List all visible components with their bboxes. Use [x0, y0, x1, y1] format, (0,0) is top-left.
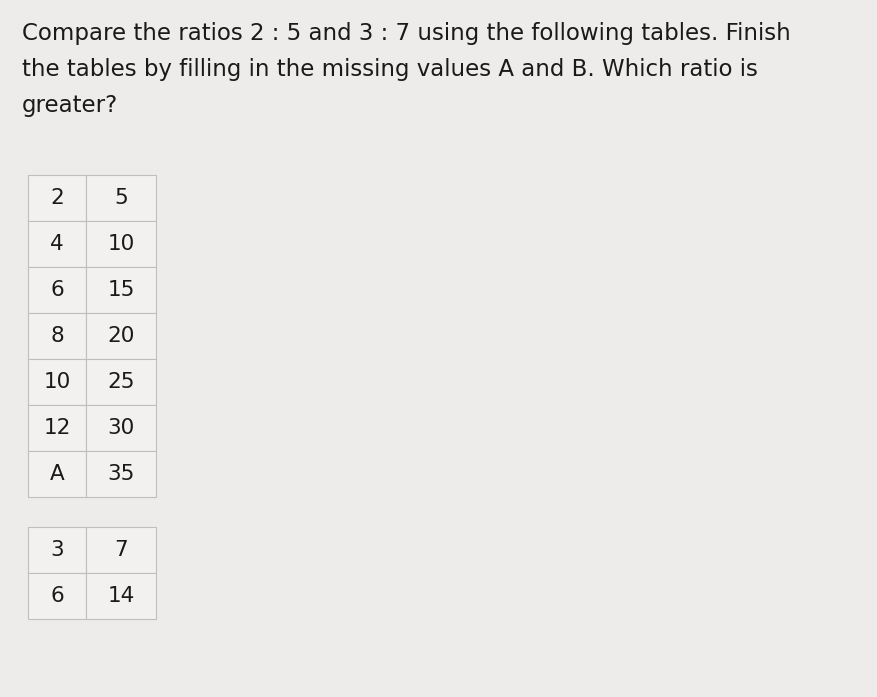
Text: 10: 10 [43, 372, 71, 392]
FancyBboxPatch shape [28, 405, 86, 451]
FancyBboxPatch shape [86, 527, 156, 573]
FancyBboxPatch shape [86, 221, 156, 267]
Text: 2: 2 [50, 188, 64, 208]
Text: 35: 35 [107, 464, 135, 484]
Text: A: A [50, 464, 64, 484]
Text: 10: 10 [107, 234, 135, 254]
FancyBboxPatch shape [86, 359, 156, 405]
Text: 14: 14 [107, 586, 135, 606]
Text: 12: 12 [43, 418, 71, 438]
FancyBboxPatch shape [28, 175, 86, 221]
FancyBboxPatch shape [28, 359, 86, 405]
FancyBboxPatch shape [28, 573, 86, 619]
FancyBboxPatch shape [86, 175, 156, 221]
FancyBboxPatch shape [28, 267, 86, 313]
FancyBboxPatch shape [28, 527, 86, 573]
Text: 4: 4 [50, 234, 64, 254]
Text: 5: 5 [114, 188, 128, 208]
Text: 15: 15 [107, 280, 135, 300]
Text: 7: 7 [114, 540, 128, 560]
FancyBboxPatch shape [28, 451, 86, 497]
Text: 20: 20 [107, 326, 135, 346]
FancyBboxPatch shape [86, 405, 156, 451]
Text: the tables by filling in the missing values A and B. Which ratio is: the tables by filling in the missing val… [22, 58, 758, 81]
FancyBboxPatch shape [28, 313, 86, 359]
Text: 6: 6 [50, 586, 64, 606]
FancyBboxPatch shape [86, 267, 156, 313]
Text: Compare the ratios 2 : 5 and 3 : 7 using the following tables. Finish: Compare the ratios 2 : 5 and 3 : 7 using… [22, 22, 791, 45]
FancyBboxPatch shape [28, 221, 86, 267]
Text: 25: 25 [107, 372, 135, 392]
FancyBboxPatch shape [86, 313, 156, 359]
FancyBboxPatch shape [86, 573, 156, 619]
Text: 8: 8 [50, 326, 64, 346]
Text: 3: 3 [50, 540, 64, 560]
Text: 30: 30 [107, 418, 135, 438]
Text: 6: 6 [50, 280, 64, 300]
FancyBboxPatch shape [86, 451, 156, 497]
Text: greater?: greater? [22, 94, 118, 117]
